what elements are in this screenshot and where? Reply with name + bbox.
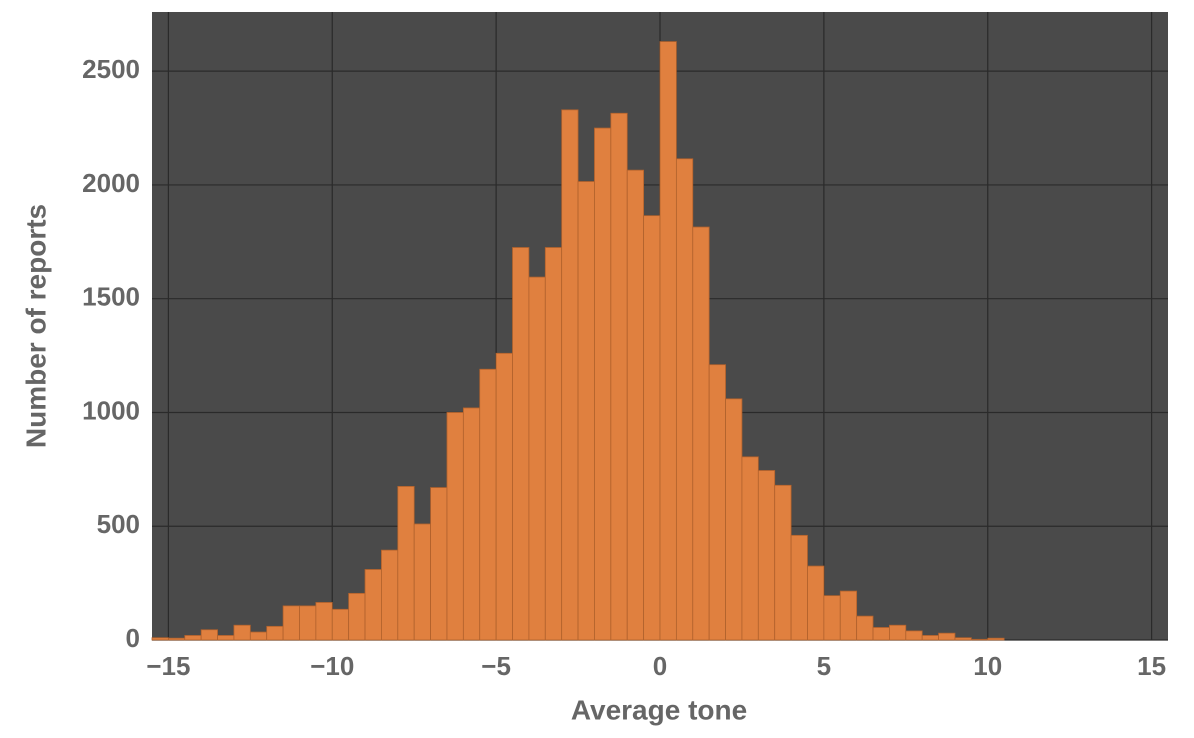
bar: [315, 602, 333, 641]
bar: [233, 624, 251, 641]
bar: [970, 638, 989, 641]
y-tick-label: 1000: [82, 395, 140, 425]
bar: [266, 625, 284, 641]
bar: [643, 215, 661, 641]
bar: [495, 352, 513, 641]
bar: [610, 112, 628, 641]
bar: [725, 398, 743, 641]
bar: [577, 181, 595, 641]
bar: [446, 412, 464, 641]
bar: [675, 158, 694, 641]
bar: [217, 635, 235, 641]
bar: [479, 368, 497, 641]
x-tick-label: −10: [310, 651, 354, 681]
bar: [889, 624, 907, 641]
y-tick-label: 0: [126, 623, 140, 653]
bar: [839, 590, 858, 641]
bar: [856, 615, 874, 641]
bar: [167, 637, 186, 641]
x-tick-label: −15: [146, 651, 190, 681]
bar: [512, 247, 530, 641]
bar: [462, 407, 481, 641]
bar: [594, 127, 612, 641]
bar: [348, 592, 366, 641]
bar: [299, 605, 317, 641]
bar: [364, 569, 382, 641]
bar: [954, 637, 972, 641]
bar: [987, 637, 1005, 641]
y-tick-label: 1500: [82, 282, 140, 312]
bar: [872, 627, 890, 641]
bar: [282, 605, 300, 641]
y-tick-label: 500: [97, 509, 140, 539]
bar: [774, 484, 792, 641]
bar: [381, 549, 399, 641]
x-tick-label: 0: [653, 651, 667, 681]
bar: [184, 635, 202, 641]
y-axis-label: Number of reports: [20, 204, 51, 448]
x-tick-label: 15: [1137, 651, 1166, 681]
bar: [692, 226, 710, 641]
bar: [938, 632, 956, 641]
x-tick-label: 5: [817, 651, 831, 681]
bar: [757, 470, 776, 641]
bar: [544, 247, 563, 641]
bar: [200, 629, 218, 641]
bar: [397, 486, 415, 641]
bar: [413, 523, 431, 641]
bar: [430, 487, 448, 641]
bar: [807, 565, 825, 641]
y-tick-label: 2500: [82, 54, 140, 84]
bar: [708, 364, 726, 641]
bar: [823, 595, 841, 641]
bar: [331, 608, 350, 641]
y-tick-label: 2000: [82, 168, 140, 198]
bar: [659, 41, 677, 641]
x-tick-label: 10: [973, 651, 1002, 681]
bar: [151, 637, 169, 641]
bar: [741, 456, 759, 641]
bar: [921, 635, 939, 641]
bar: [249, 631, 268, 641]
bar: [561, 109, 579, 641]
bar: [626, 169, 645, 641]
x-axis-label: Average tone: [571, 694, 747, 725]
x-tick-label: −5: [481, 651, 511, 681]
bar: [528, 276, 546, 641]
bar: [905, 630, 923, 641]
bar: [790, 534, 808, 641]
